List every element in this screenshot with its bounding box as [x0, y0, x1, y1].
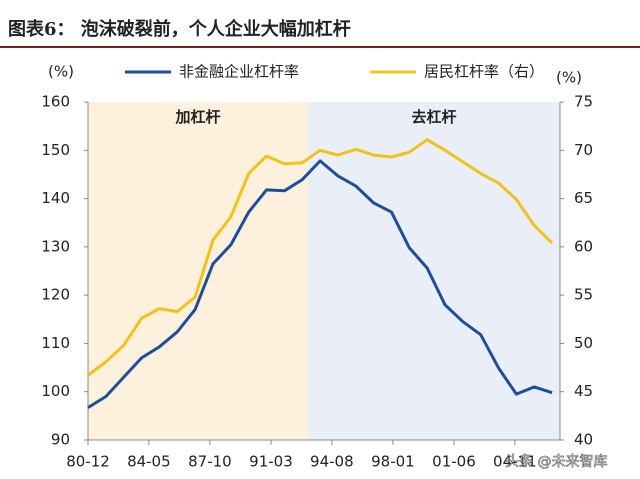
y-tick-label: 100 — [41, 382, 70, 400]
x-tick-label: 01-06 — [432, 453, 476, 471]
y-tick-label: 110 — [41, 334, 70, 352]
x-tick-label: 04-11 — [493, 453, 537, 471]
series-line — [87, 138, 554, 377]
region — [88, 102, 308, 440]
x-tick-label: 84-05 — [127, 453, 171, 471]
y-axis-label: (%) — [48, 63, 74, 81]
region-label: 加杠杆 — [174, 108, 220, 126]
legend-label: 居民杠杆率（右） — [424, 63, 544, 81]
x-tick-label: 94-08 — [310, 453, 354, 471]
y2-tick-label: 70 — [574, 141, 593, 159]
y2-tick-label: 60 — [574, 237, 593, 255]
y2-tick-label: 75 — [574, 93, 593, 111]
x-tick-label: 91-03 — [249, 453, 293, 471]
x-tick-label: 98-01 — [371, 453, 415, 471]
chart-title: 图表6： 泡沫破裂前，个人企业大幅加杠杆 — [8, 18, 351, 40]
y2-tick-label: 55 — [574, 286, 593, 304]
y-tick-label: 130 — [41, 237, 70, 255]
x-tick-label: 87-10 — [188, 453, 232, 471]
y2-tick-label: 40 — [574, 431, 593, 449]
y2-tick-label: 45 — [574, 382, 593, 400]
y-tick-label: 120 — [41, 286, 70, 304]
y-tick-label: 140 — [41, 189, 70, 207]
x-tick-label: 80-12 — [66, 453, 110, 471]
legend-label: 非金融企业杠杆率 — [179, 63, 299, 81]
y2-axis-label: (%) — [556, 69, 582, 87]
y2-tick-label: 65 — [574, 189, 593, 207]
y-tick-label: 150 — [41, 141, 70, 159]
region-label: 去杠杆 — [411, 108, 456, 126]
series-line — [87, 159, 553, 409]
watermark: 头条 @未来智库 — [505, 453, 607, 470]
y-tick-label: 160 — [41, 93, 70, 111]
region — [307, 102, 560, 440]
y-tick-label: 90 — [51, 431, 70, 449]
y2-tick-label: 50 — [574, 334, 593, 352]
